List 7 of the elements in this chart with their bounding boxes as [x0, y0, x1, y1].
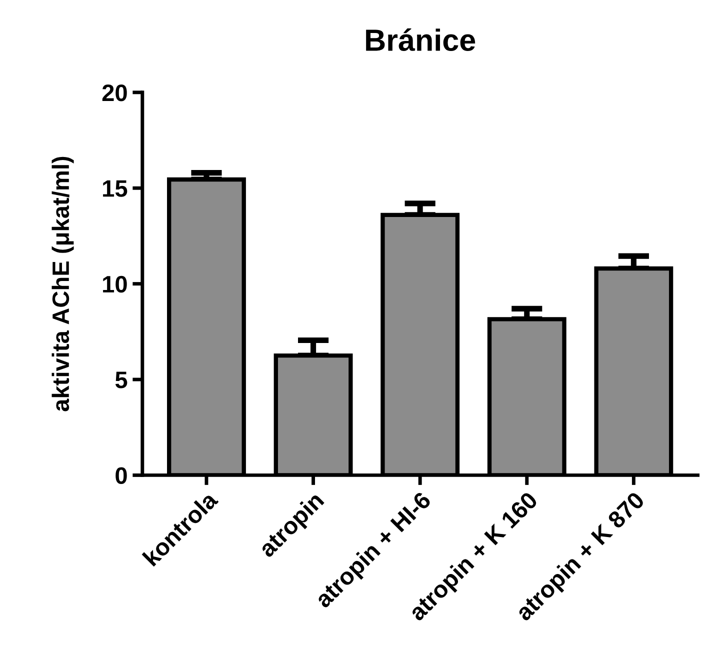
- chart-title: Bránice: [366, 28, 476, 52]
- y-tick-label: 0: [116, 467, 127, 484]
- y-axis-title: aktivita AChE (μkat/ml): [52, 156, 74, 412]
- y-tick-label: 20: [102, 84, 127, 102]
- y-tick-label: 15: [103, 180, 128, 197]
- y-tick-label: 10: [103, 276, 127, 293]
- y-tick-label: 5: [115, 372, 128, 388]
